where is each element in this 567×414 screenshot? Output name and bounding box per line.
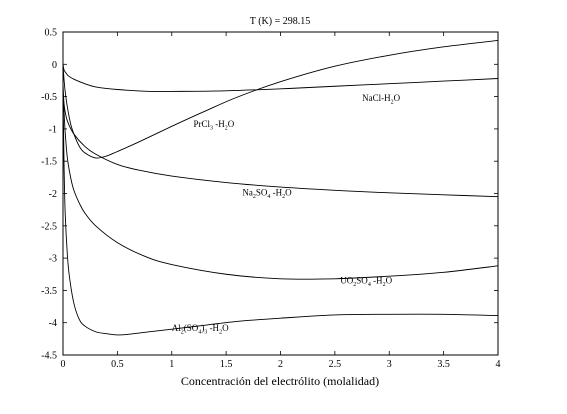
curve-label-prcl3-h2o: PrCl3 -H2O <box>194 119 235 132</box>
y-tick-label: -4 <box>49 318 57 329</box>
x-tick-label: 0 <box>61 359 66 370</box>
y-tick-label: 0 <box>52 60 57 71</box>
curve-na2so4-h2o <box>62 83 499 198</box>
x-tick-label: 3.5 <box>437 359 450 370</box>
y-tick-label: -3 <box>49 254 57 265</box>
curve-nacl-h2o <box>62 64 499 93</box>
x-tick-label: 2.5 <box>329 359 342 370</box>
x-tick-label: 2 <box>278 359 283 370</box>
y-tick-label: -4.5 <box>41 351 57 362</box>
x-tick-label: 1.5 <box>220 359 233 370</box>
curve-uo2so4-h2o <box>62 90 499 280</box>
tick-labels-group: 0 0.5 1 1.5 2 2.5 3 3.5 4 0.5 0 -0.5 -1 -1.5 -2 -2.5 -3 -… <box>41 28 500 371</box>
curve-label-uo2so4-h2o: UO2SO4 -H2O <box>340 275 392 288</box>
curve-prcl3-h2o <box>62 39 499 159</box>
curves-group <box>62 39 499 336</box>
x-tick-label: 0.5 <box>111 359 124 370</box>
curve-label-nacl-h2o: NaCl-H2O <box>362 93 401 106</box>
curve-label-al2-so4-3-h2o: Al2(SO4)3 -H2O <box>172 323 229 336</box>
curve-labels-group: NaCl-H2O PrCl3 -H2O Na2SO4 -H2O UO2SO4 -H2O… <box>172 93 401 336</box>
curve-label-na2so4-h2o: Na2SO4 -H2O <box>242 187 292 200</box>
y-tick-label: -1.5 <box>41 157 57 168</box>
x-axis-title: Concentración del electrólito (molalidad… <box>181 374 379 388</box>
x-tick-label: 3 <box>387 359 392 370</box>
curve-al2-so4-3-h2o <box>62 96 499 336</box>
y-tick-label: -0.5 <box>41 92 57 103</box>
y-tick-label: 0.5 <box>45 28 58 39</box>
y-tick-label: -3.5 <box>41 286 57 297</box>
chart-title: T (K) = 298.15 <box>250 16 310 27</box>
x-tick-label: 4 <box>496 359 501 370</box>
y-tick-label: -2.5 <box>41 221 57 232</box>
x-tick-label: 1 <box>169 359 174 370</box>
y-tick-label: -1 <box>49 124 57 135</box>
ticks-group <box>62 31 499 356</box>
y-tick-label: -2 <box>49 189 57 200</box>
